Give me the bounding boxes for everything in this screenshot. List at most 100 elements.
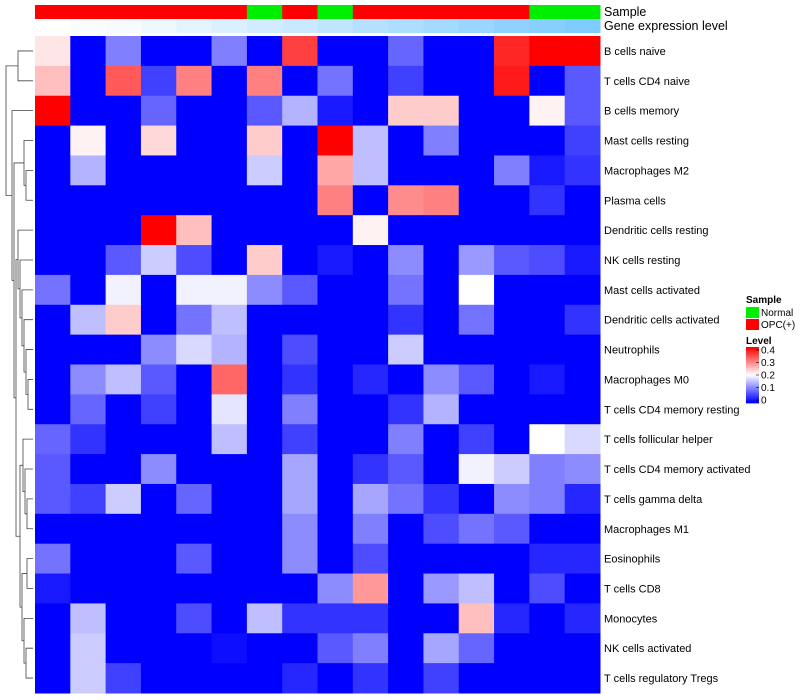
heatmap-cell (458, 364, 495, 395)
heatmap-cell (564, 513, 601, 545)
heatmap-cell (352, 663, 389, 694)
legend-item-label: OPC(+) (761, 320, 795, 331)
legend-colorbar-segment (746, 358, 759, 360)
heatmap-cell (458, 95, 495, 127)
heatmap-cell (317, 603, 354, 634)
row-label: T cells gamma delta (604, 494, 703, 506)
heatmap-cell (105, 334, 142, 365)
heatmap-cell (246, 274, 283, 306)
heatmap-cell (352, 573, 389, 604)
heatmap-cell (494, 36, 530, 67)
expression-anno-cell (352, 19, 389, 33)
legend-colorbar-segment (746, 370, 759, 373)
heatmap-cell (494, 125, 530, 156)
heatmap-cell (388, 424, 424, 455)
heatmap-cell (176, 125, 213, 156)
row-label: Macrophages M0 (604, 374, 689, 386)
heatmap-cell (494, 185, 530, 216)
heatmap-cell (105, 185, 142, 216)
legend-colorbar-segment (746, 355, 759, 358)
heatmap-cell (564, 36, 601, 67)
legend-colorbar-segment (746, 396, 759, 398)
heatmap-cell (35, 274, 71, 306)
heatmap-cell (140, 185, 177, 216)
row-label: T cells CD4 naive (604, 76, 690, 88)
legend-colorbar-segment (746, 356, 759, 359)
heatmap-cell (35, 65, 71, 97)
row-label: T cells regulatory Tregs (604, 673, 719, 685)
heatmap-cell (317, 36, 354, 67)
dendrogram-branch (21, 573, 27, 642)
annotation-bars (35, 5, 601, 33)
heatmap-cell (423, 95, 460, 127)
heatmap-cell (423, 663, 460, 694)
heatmap-cell (70, 334, 107, 365)
heatmap-cell (494, 334, 530, 365)
heatmap-cell (529, 543, 566, 575)
heatmap-cell (529, 215, 566, 246)
legend-colorbar-segment (746, 366, 759, 369)
heatmap-cell (352, 215, 389, 246)
heatmap-cell (458, 483, 495, 515)
heatmap-cell (317, 274, 354, 306)
heatmap-cell (211, 95, 248, 127)
heatmap-cell (317, 245, 354, 276)
heatmap-cell (35, 513, 71, 545)
heatmap-cell (70, 573, 107, 604)
heatmap-cell (105, 95, 142, 127)
expression-anno-cell (564, 19, 601, 33)
heatmap-cell (246, 633, 283, 664)
heatmap-cell (35, 334, 71, 365)
expression-anno-cell (458, 19, 495, 33)
heatmap-cell (246, 185, 283, 216)
heatmap-cell (140, 125, 177, 156)
heatmap-cell (352, 245, 389, 276)
heatmap-cell (211, 454, 248, 485)
legend-colorbar-segment (746, 362, 759, 365)
heatmap-cell (317, 215, 354, 246)
heatmap-cell (176, 274, 213, 306)
heatmap-cell (388, 155, 424, 186)
heatmap-cell (458, 65, 495, 97)
heatmap-cell (529, 155, 566, 186)
row-label: Dendritic cells resting (604, 225, 709, 237)
heatmap-cell (423, 454, 460, 485)
heatmap-cell (388, 543, 424, 575)
row-label: B cells memory (604, 106, 680, 118)
expression-anno-cell (423, 19, 460, 33)
legend-colorbar-segment (746, 376, 759, 379)
legend-colorbar-segment (746, 375, 759, 377)
heatmap-cell (529, 364, 566, 395)
row-label: Monocytes (604, 613, 658, 625)
heatmap-cell (105, 633, 142, 664)
heatmap-cell (388, 633, 424, 664)
legend-colorbar-segment (746, 359, 759, 362)
heatmap-cell (529, 633, 566, 664)
row-label: Mast cells resting (604, 136, 689, 148)
expression-anno-cell (140, 19, 177, 33)
heatmap-cell (564, 274, 601, 306)
heatmap-cell (246, 394, 283, 425)
legend-sample-title: Sample (746, 295, 782, 306)
legend-colorbar-segment (746, 368, 759, 370)
sample-anno-cell (564, 5, 601, 19)
heatmap-cell (388, 304, 424, 336)
heatmap-cell (105, 483, 142, 515)
heatmap-cell (352, 36, 389, 67)
heatmap-cell (246, 543, 283, 575)
sample-anno-cell (282, 5, 318, 19)
heatmap-cell (529, 663, 566, 694)
heatmap-cell (246, 663, 283, 694)
row-label: T cells CD4 memory activated (604, 464, 751, 476)
heatmap-cell (211, 304, 248, 336)
heatmap-cell (352, 334, 389, 365)
dendrogram-branch (5, 65, 18, 196)
heatmap-cell (282, 573, 318, 604)
expression-anno-cell (317, 19, 354, 33)
expression-anno-cell (176, 19, 213, 33)
heatmap-cell (388, 36, 424, 67)
row-label: Macrophages M1 (604, 524, 689, 536)
heatmap-cell (35, 424, 71, 455)
dendrogram-branch (26, 558, 33, 589)
heatmap-cell (458, 185, 495, 216)
